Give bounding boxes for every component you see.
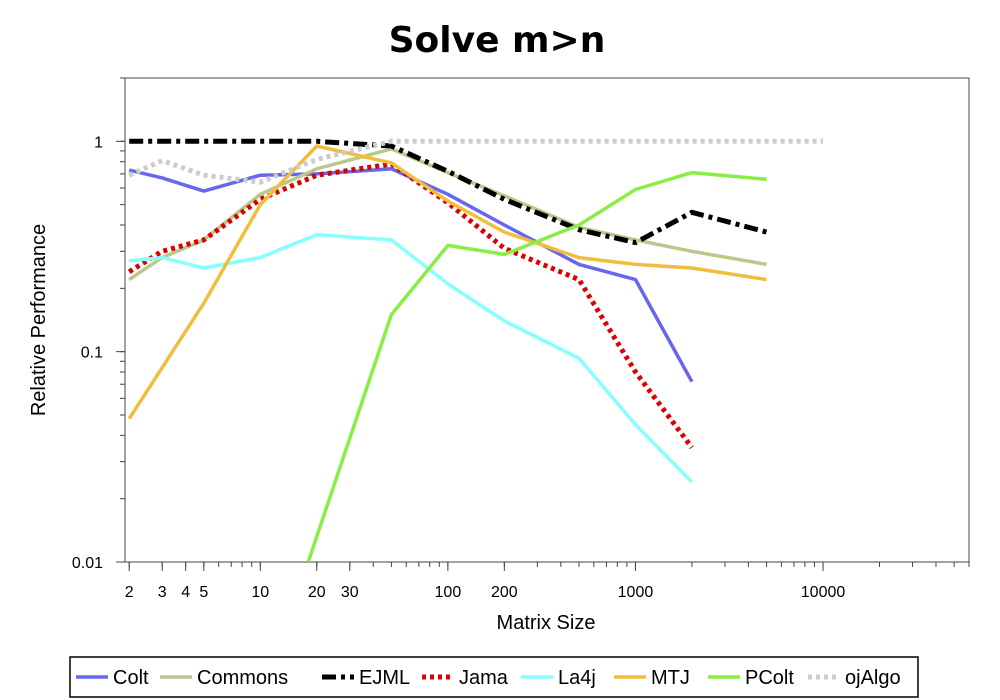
y-tick-label: 1 [94, 134, 103, 151]
series-line-pcolt [306, 170, 767, 562]
series-layer [127, 138, 823, 562]
legend-label-ejml: EJML [359, 667, 410, 689]
x-tick-label: 10 [251, 584, 269, 601]
x-tick-label: 30 [341, 584, 359, 601]
y-tick-label: 0.1 [81, 345, 103, 362]
x-tick-label: 10000 [801, 584, 846, 601]
x-tick-label: 20 [308, 584, 326, 601]
legend-label-colt: Colt [113, 667, 149, 689]
legend-label-commons: Commons [197, 667, 288, 689]
x-tick-label: 5 [199, 584, 208, 601]
legend-label-mtj: MTJ [651, 667, 690, 689]
x-tick-label: 100 [435, 584, 462, 601]
legend: Colt Commons EJML Jama La4j MTJ PColt ojAlgo [69, 656, 919, 698]
legend-label-jama: Jama [459, 667, 509, 689]
series-line-la4j [129, 232, 694, 484]
series-line-ojalgo [128, 138, 823, 185]
x-axis-label: Matrix Size [497, 612, 596, 634]
y-axis-label: Relative Performance [28, 224, 50, 416]
legend-label-ojalgo: ojAlgo [845, 667, 901, 689]
series-line-mtj [127, 144, 767, 420]
series-line-ejml [129, 138, 768, 246]
x-tick-label: 2 [125, 584, 134, 601]
series-line-colt [128, 167, 694, 383]
x-tick-label: 1000 [618, 584, 654, 601]
x-tick-label: 3 [158, 584, 167, 601]
chart-title: Solve m>n [389, 20, 606, 61]
axes: 2 3 4 5 10 20 30 100 200 1000 10000 0.01 0.1 1 [72, 77, 970, 601]
y-tick-label: 0.01 [72, 555, 103, 572]
legend-label-la4j: La4j [558, 667, 596, 689]
plot-frame [124, 77, 970, 563]
legend-label-pcolt: PColt [745, 667, 794, 689]
x-tick-label: 4 [181, 584, 190, 601]
legend-box [69, 656, 919, 698]
x-tick-label: 200 [491, 584, 518, 601]
